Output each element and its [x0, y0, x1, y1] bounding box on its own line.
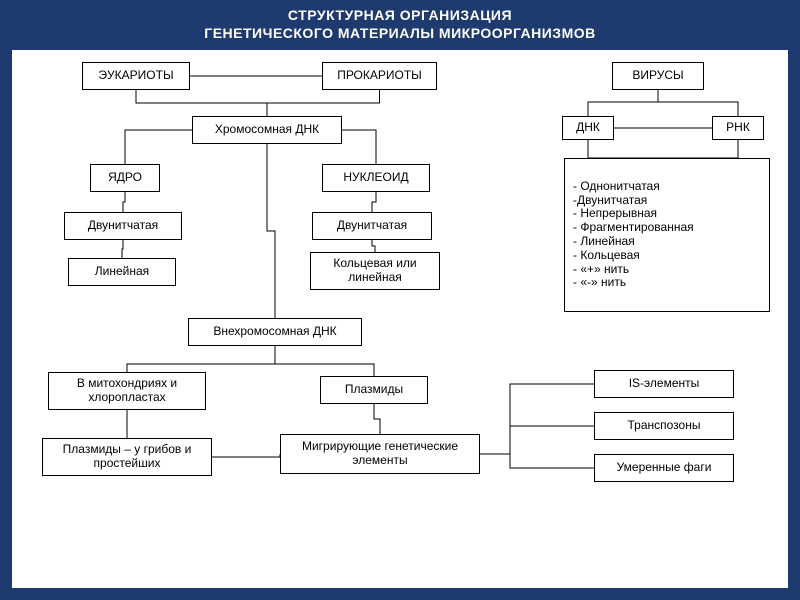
node-moderate_phages: Умеренные фаги [594, 454, 734, 482]
diagram-canvas: ЭУКАРИОТЫ ПРОКАРИОТЫ ВИРУСЫ Хромосомная ДНК… [12, 50, 788, 588]
node-dna: ДНК [562, 116, 614, 140]
node-nucleus: ЯДРО [90, 164, 160, 192]
node-plasmids: Плазмиды [320, 376, 428, 404]
node-virus_props: - Однонитчатая-Двунитчатая- Непрерывная-… [564, 158, 770, 312]
node-migrating: Мигрирующие генетические элементы [280, 434, 480, 474]
node-viruses: ВИРУСЫ [612, 62, 704, 90]
node-prokaryotes: ПРОКАРИОТЫ [322, 62, 437, 90]
node-duplex2: Двунитчатая [312, 212, 432, 240]
node-rna: РНК [712, 116, 764, 140]
node-is_elements: IS-элементы [594, 370, 734, 398]
node-ring_or_linear: Кольцевая или линейная [310, 252, 440, 290]
title-line-1: СТРУКТУРНАЯ ОРГАНИЗАЦИЯ [0, 6, 800, 24]
node-eukaryotes: ЭУКАРИОТЫ [82, 62, 190, 90]
node-transposons: Транспозоны [594, 412, 734, 440]
node-extrachrom_dna: Внехромосомная ДНК [188, 318, 362, 346]
node-chrom_dna: Хромосомная ДНК [192, 116, 342, 144]
node-nucleoid: НУКЛЕОИД [322, 164, 430, 192]
node-linear: Линейная [68, 258, 176, 286]
diagram-title: СТРУКТУРНАЯ ОРГАНИЗАЦИЯ ГЕНЕТИЧЕСКОГО МА… [0, 6, 800, 42]
node-plasmids_fungi: Плазмиды – у грибов и простейших [42, 438, 212, 476]
title-line-2: ГЕНЕТИЧЕСКОГО МАТЕРИАЛЫ МИКРООРГАНИЗМОВ [0, 24, 800, 42]
node-duplex1: Двунитчатая [64, 212, 182, 240]
edge-layer [12, 50, 788, 588]
node-mito_chloro: В митохондриях и хлоропластах [48, 372, 206, 410]
